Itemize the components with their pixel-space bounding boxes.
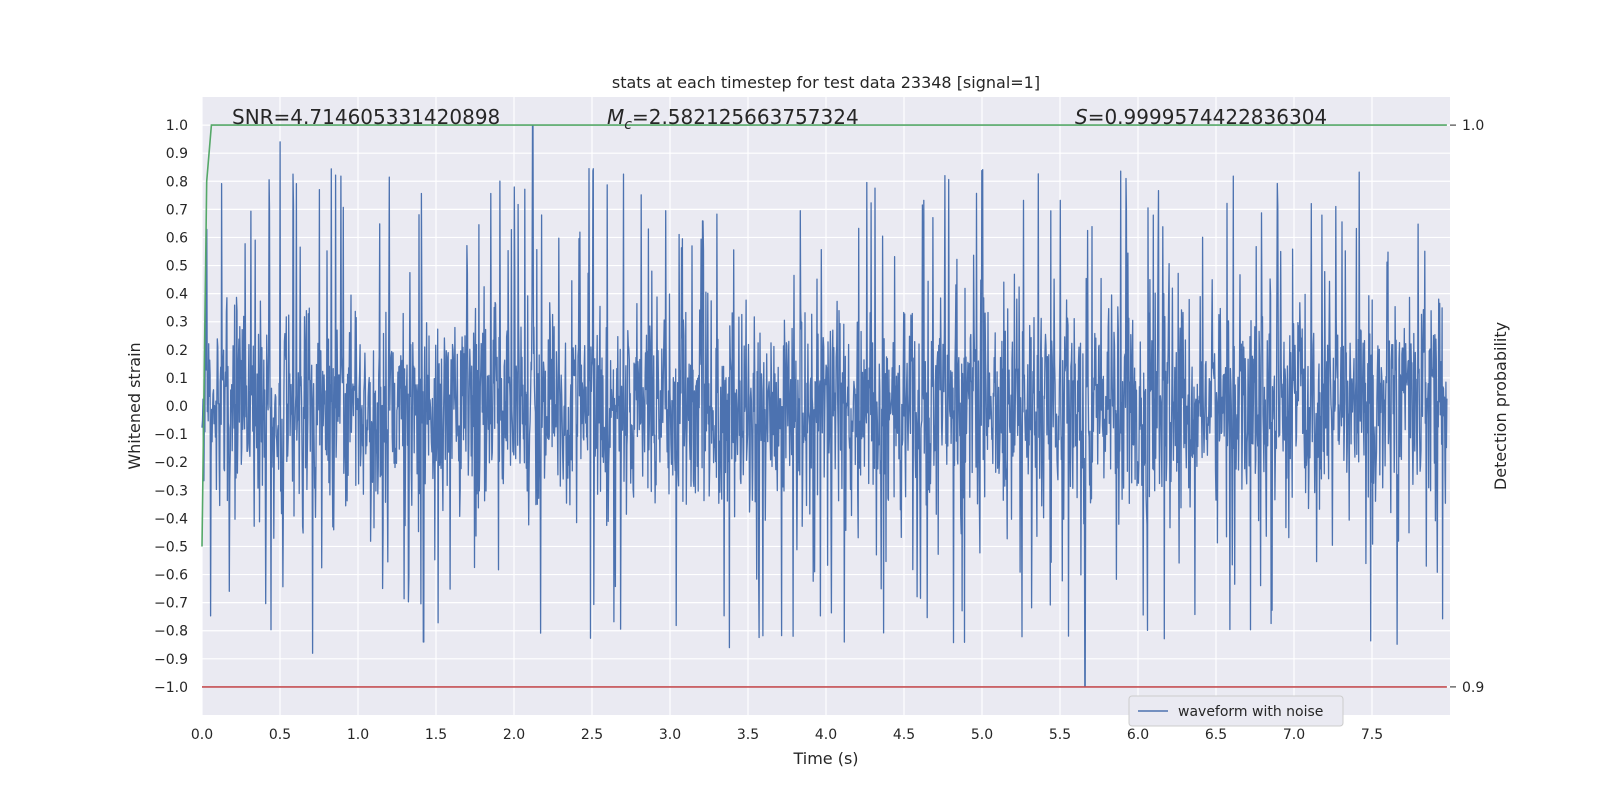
legend: waveform with noise (1128, 695, 1344, 727)
y-tick-label: −0.9 (154, 652, 188, 668)
series-line-detection-probability (201, 124, 1447, 547)
x-tick-label: 6.5 (1205, 727, 1227, 743)
y-tick-label: −0.2 (154, 455, 188, 471)
y-tick-label: −0.3 (154, 483, 188, 499)
annotation-chirp-mass-value: =2.582125663757324 (632, 105, 859, 129)
y-tick-label: 1.0 (166, 118, 188, 134)
y2-tick-label: 0.9 (1462, 680, 1484, 696)
y-tick-label: 0.0 (166, 399, 188, 415)
chart-title: stats at each timestep for test data 233… (612, 73, 1040, 92)
waveform-series (201, 124, 1448, 688)
y-tick-label: −0.4 (154, 511, 188, 527)
y-tick-label: 0.7 (166, 202, 188, 218)
annotation-s: S=0.9999574422836304 (1075, 105, 1327, 129)
x-tick-label: 5.5 (1049, 727, 1071, 743)
y-tick-label: 0.8 (166, 174, 188, 190)
y-tick-label: 0.4 (166, 287, 188, 303)
y-tick-label: 0.5 (166, 259, 188, 275)
annotation-s-value: =0.9999574422836304 (1088, 105, 1327, 129)
y-tick-label: −0.8 (154, 624, 188, 640)
x-tick-label: 0.0 (191, 727, 213, 743)
y-tick-label: −1.0 (154, 680, 188, 696)
annotation-snr: SNR=4.714605331420898 (232, 105, 500, 129)
y-tick-label: −0.1 (154, 427, 188, 443)
y2-tick-label: 1.0 (1462, 118, 1484, 134)
annotation-chirp-mass-subscript: c (624, 117, 632, 133)
y-tick-label: −0.7 (154, 596, 188, 612)
x-tick-label: 1.0 (347, 727, 369, 743)
x-tick-label: 7.0 (1283, 727, 1305, 743)
legend-box (1128, 695, 1344, 727)
annotation-chirp-mass: Mc=2.582125663757324 (607, 105, 859, 133)
series-line-waveform (201, 124, 1448, 688)
y-axis-ticks: 1.0 0.9 0.8 0.7 0.6 0.5 0.4 0.3 0.2 0.1 0.0 −0.1 −0.… (154, 118, 188, 696)
y-tick-label: 0.3 (166, 315, 188, 331)
y-tick-label: 0.9 (166, 146, 188, 162)
x-tick-label: 5.0 (971, 727, 993, 743)
y-tick-label: −0.6 (154, 568, 188, 584)
y-axis-label: Whitened strain (125, 342, 144, 469)
x-axis-label: Time (s) (792, 749, 858, 768)
y-tick-label: 0.6 (166, 230, 188, 246)
x-axis-ticks: 0.0 0.5 1.0 1.5 2.0 2.5 3.0 3.5 4.0 4.5 5.0 5.5 6.0 6… (191, 727, 1383, 743)
annotation-chirp-mass-symbol: M (607, 105, 624, 129)
legend-label-waveform: waveform with noise (1178, 704, 1323, 720)
x-tick-label: 6.0 (1127, 727, 1149, 743)
x-tick-label: 1.5 (425, 727, 447, 743)
x-tick-label: 4.0 (815, 727, 837, 743)
x-tick-label: 2.5 (581, 727, 603, 743)
y-tick-label: −0.5 (154, 539, 188, 555)
annotation-s-symbol: S (1075, 105, 1088, 129)
x-tick-label: 7.5 (1361, 727, 1383, 743)
x-tick-label: 3.0 (659, 727, 681, 743)
y2-axis-ticks: 1.0 0.9 (1450, 118, 1484, 696)
y2-axis-label: Detection probability (1491, 322, 1510, 490)
x-tick-label: 2.0 (503, 727, 525, 743)
y-tick-label: 0.1 (166, 371, 188, 387)
x-tick-label: 0.5 (269, 727, 291, 743)
x-tick-label: 4.5 (893, 727, 915, 743)
y-tick-label: 0.2 (166, 343, 188, 359)
x-tick-label: 3.5 (737, 727, 759, 743)
